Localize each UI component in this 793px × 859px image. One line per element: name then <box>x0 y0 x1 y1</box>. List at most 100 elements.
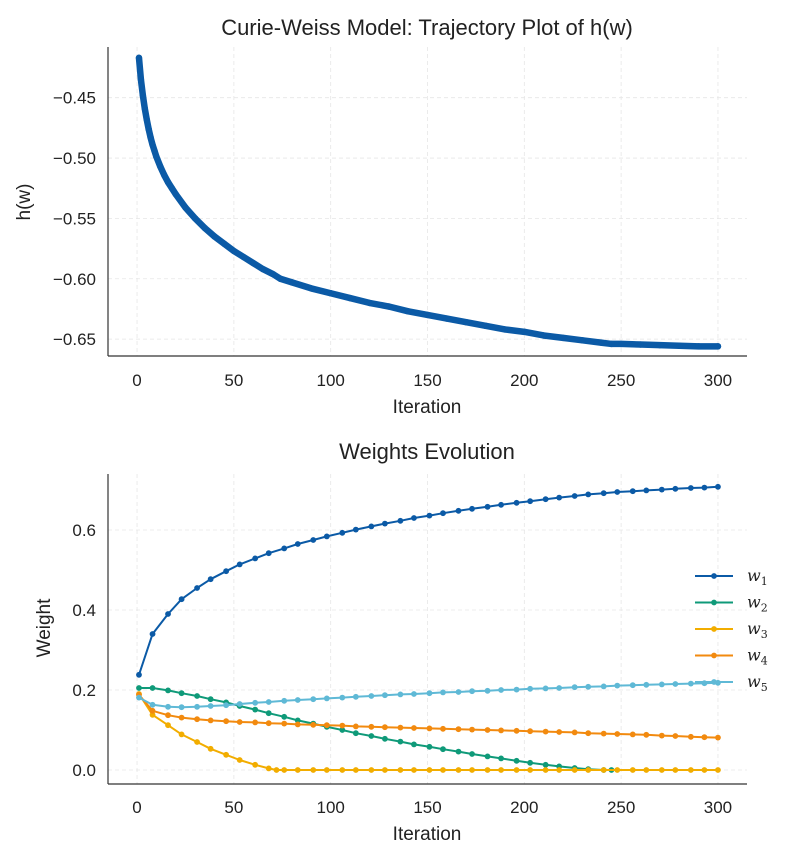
x-tick-label: 100 <box>316 798 344 817</box>
data-point <box>352 767 359 773</box>
legend-label-subscript: 3 <box>761 628 768 641</box>
data-point <box>672 681 679 687</box>
data-point <box>352 730 359 737</box>
data-point <box>194 703 200 710</box>
data-point <box>194 716 200 723</box>
x-tick-label: 250 <box>607 371 635 390</box>
y-tick-label: 0.6 <box>72 521 96 540</box>
data-point <box>277 275 284 282</box>
data-point <box>149 141 156 148</box>
data-point <box>600 683 607 690</box>
data-point <box>339 722 346 729</box>
series-line <box>135 54 722 350</box>
data-point <box>265 710 272 717</box>
data-point <box>643 731 650 738</box>
data-point <box>252 719 259 726</box>
data-point <box>252 706 259 713</box>
data-point <box>482 322 489 330</box>
data-point <box>411 515 417 521</box>
data-point <box>498 767 504 773</box>
data-point <box>178 704 185 711</box>
y-axis-label: Weight <box>34 598 55 658</box>
series-h-w <box>135 54 722 350</box>
data-point <box>556 767 563 773</box>
data-point <box>273 767 280 773</box>
data-point <box>172 191 179 198</box>
data-point <box>672 733 679 739</box>
data-point <box>484 727 491 733</box>
legend-label-subscript: 1 <box>761 575 768 588</box>
data-point <box>715 734 721 741</box>
data-point <box>501 326 509 333</box>
x-tick-label: 0 <box>132 371 141 390</box>
data-point <box>643 487 650 494</box>
data-point <box>440 746 446 753</box>
y-tick-label: 0.2 <box>72 681 96 700</box>
x-tick-label: 150 <box>413 371 441 390</box>
data-point <box>160 171 168 179</box>
data-point <box>411 767 417 773</box>
data-point <box>585 683 592 690</box>
y-tick-label: 0.4 <box>72 601 96 620</box>
data-point <box>281 713 288 720</box>
data-point <box>571 729 578 736</box>
data-point <box>252 761 259 768</box>
y-tick-label: −0.60 <box>53 270 96 289</box>
series-w4 <box>136 691 721 741</box>
data-point <box>157 163 164 170</box>
data-point <box>527 759 534 766</box>
data-point <box>236 561 243 568</box>
data-point <box>310 696 317 703</box>
data-point <box>608 340 615 348</box>
x-tick-label: 50 <box>224 798 243 817</box>
legend-item: w1 <box>695 566 768 588</box>
data-point <box>556 685 563 691</box>
data-point <box>294 717 301 724</box>
data-point <box>513 499 520 506</box>
series-w3 <box>136 691 721 773</box>
data-point <box>288 279 296 286</box>
data-point <box>658 486 665 493</box>
data-point <box>600 490 607 497</box>
data-point <box>281 697 288 704</box>
data-point <box>352 693 359 700</box>
data-point <box>207 576 214 583</box>
data-point <box>397 691 404 698</box>
data-point <box>397 517 404 524</box>
series-w2 <box>136 685 615 773</box>
data-point <box>440 510 446 517</box>
data-point <box>411 691 417 697</box>
data-point <box>207 745 214 752</box>
data-point <box>527 685 534 692</box>
data-point <box>556 729 563 735</box>
data-point <box>352 723 359 730</box>
x-axis-label: Iteration <box>393 824 462 845</box>
data-point <box>411 741 417 748</box>
series-line <box>137 687 613 771</box>
legend-label: w5 <box>747 672 768 694</box>
data-point <box>404 308 412 315</box>
data-point <box>265 550 272 557</box>
data-point <box>236 701 243 707</box>
data-point <box>368 693 375 699</box>
data-point <box>484 687 491 694</box>
data-point <box>687 485 694 491</box>
data-point <box>715 767 721 773</box>
data-point <box>382 767 388 773</box>
data-point <box>281 545 288 552</box>
legend-label: w4 <box>747 646 768 668</box>
legend-item: w3 <box>695 619 768 641</box>
data-point <box>178 714 185 721</box>
data-point <box>352 526 359 533</box>
data-point <box>366 299 373 307</box>
grid <box>108 474 747 784</box>
data-point <box>559 334 567 342</box>
data-point <box>527 728 534 735</box>
legend-swatch-marker <box>711 573 717 579</box>
data-point <box>310 767 317 773</box>
data-point <box>310 721 317 728</box>
data-point <box>614 731 621 737</box>
data-point <box>513 686 520 693</box>
x-tick-label: 300 <box>704 371 732 390</box>
data-point <box>223 702 230 709</box>
